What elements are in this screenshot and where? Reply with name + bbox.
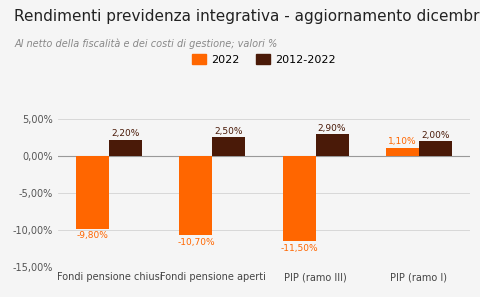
Text: Al netto della fiscalità e dei costi di gestione; valori %: Al netto della fiscalità e dei costi di … [14, 39, 277, 49]
Legend: 2022, 2012-2022: 2022, 2012-2022 [188, 49, 340, 69]
Text: 1,10%: 1,10% [388, 137, 417, 146]
Text: Rendimenti previdenza integrativa - aggiornamento dicembre 2022: Rendimenti previdenza integrativa - aggi… [14, 9, 480, 24]
Bar [213, 137, 245, 156]
Text: 2,90%: 2,90% [318, 124, 346, 133]
Text: -9,80%: -9,80% [77, 231, 109, 240]
Bar [283, 156, 315, 241]
Bar [385, 148, 419, 156]
Text: 2,50%: 2,50% [215, 127, 243, 136]
Bar [109, 140, 143, 156]
Bar [419, 141, 452, 156]
Text: -11,50%: -11,50% [280, 244, 318, 253]
Bar [315, 134, 348, 156]
Text: 2,00%: 2,00% [421, 131, 449, 140]
Bar [180, 156, 213, 235]
Bar [76, 156, 109, 229]
Text: 2,20%: 2,20% [112, 129, 140, 138]
Text: -10,70%: -10,70% [177, 238, 215, 247]
